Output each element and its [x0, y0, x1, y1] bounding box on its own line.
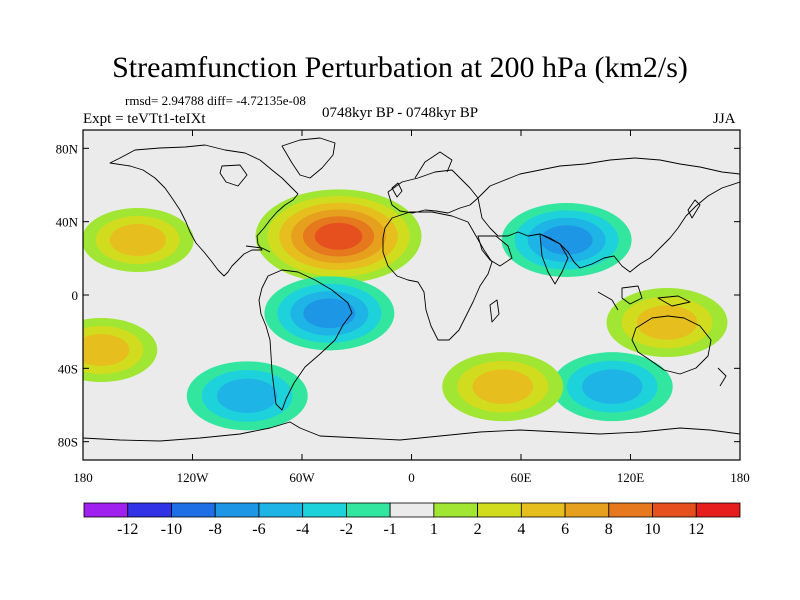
y-tick-label: 80N — [56, 141, 79, 156]
colorbar-swatch — [477, 502, 522, 518]
coast-india — [539, 233, 569, 285]
coast-africa — [382, 211, 493, 341]
experiment-label: Expt = teVTt1-teIXt — [83, 111, 206, 127]
colorbar-swatch — [389, 502, 435, 518]
coast-madagascar — [489, 299, 500, 323]
coast-antarctica — [83, 421, 740, 442]
y-tick-label: 80S — [58, 435, 78, 450]
colorbar-swatch — [608, 502, 653, 518]
colorbar-label: 2 — [474, 521, 482, 538]
coast-south-america — [258, 269, 353, 411]
field-band — [87, 342, 116, 358]
coast-north-america — [109, 144, 299, 277]
field-band — [487, 378, 518, 396]
coast-arabia — [477, 235, 513, 267]
colorbar-swatch — [171, 502, 216, 518]
coast-new-zealand — [717, 367, 727, 387]
y-tick-label: 40S — [58, 361, 78, 376]
field-band — [553, 232, 580, 248]
coast-japan — [687, 199, 701, 219]
coast-new-guinea — [657, 295, 691, 307]
field-band — [651, 313, 683, 332]
colorbar-label: -6 — [252, 521, 265, 538]
colorbar-label: -4 — [296, 521, 309, 538]
colorbar-swatch — [652, 502, 697, 518]
coast-australia — [631, 315, 712, 375]
y-tick-label: 40N — [56, 215, 79, 230]
x-tick-label: 120E — [617, 470, 645, 485]
field-feature-7 — [83, 208, 194, 272]
coast-asia — [477, 157, 740, 273]
field-feature-1 — [501, 203, 632, 277]
colorbar-swatch — [564, 502, 610, 518]
colorbar-swatch — [302, 502, 347, 518]
season-label: JJA — [713, 111, 736, 127]
coast-caribbean — [245, 245, 271, 253]
x-tick-label: 60E — [511, 470, 532, 485]
coast-sumatra — [597, 291, 619, 311]
x-tick-label: 0 — [408, 470, 415, 485]
plot-title: Streamfunction Perturbation at 200 hPa (… — [112, 51, 688, 84]
field-feature-5 — [606, 288, 728, 357]
colorbar-swatch — [214, 502, 260, 518]
colorbar-swatch — [258, 502, 304, 518]
stats-text: rmsd= 2.94788 diff= -4.72135e-08 — [125, 93, 306, 108]
field-feature-6 — [83, 318, 158, 382]
field-feature-3 — [186, 361, 308, 431]
colorbar-label: 10 — [645, 521, 661, 538]
colorbar-swatch — [433, 502, 479, 518]
colorbar: -12 -10 -8 -6 -4 -2 -1 1 2 4 6 8 10 12 — [83, 502, 741, 538]
colorbar-label: -12 — [117, 521, 138, 538]
colorbar-label: -2 — [340, 521, 353, 538]
colorbar-swatch — [83, 502, 129, 518]
colorbar-label: 12 — [688, 521, 704, 538]
colorbar-label: -1 — [383, 521, 396, 538]
coast-hudson-bay — [219, 164, 248, 187]
y-tick-label: 0 — [72, 288, 79, 303]
coast-borneo — [621, 285, 643, 305]
coastlines — [83, 137, 740, 442]
colorbar-label: 1 — [430, 521, 438, 538]
x-tick-label: 60W — [289, 470, 315, 485]
x-tick-label: 180 — [73, 470, 93, 485]
field-band — [326, 229, 351, 244]
field-feature-0 — [255, 189, 422, 284]
x-tick-label: 120W — [177, 470, 210, 485]
colorbar-label: 4 — [517, 521, 525, 538]
field-feature-8 — [442, 352, 564, 422]
coast-scandinavia — [414, 151, 453, 179]
field-feature-4 — [551, 352, 673, 422]
coast-britain — [391, 182, 403, 198]
period-label: 0748kyr BP - 0748kyr BP — [322, 105, 479, 121]
field-band — [316, 305, 343, 321]
colorbar-swatch — [695, 502, 741, 518]
field-band — [123, 232, 152, 248]
field-feature-2 — [264, 276, 395, 351]
colorbar-label: -10 — [161, 521, 182, 538]
colorbar-swatch — [127, 502, 172, 518]
field-band — [597, 378, 628, 396]
field-band — [232, 387, 263, 405]
x-tick-label: 180 — [730, 470, 750, 485]
colorbar-swatch — [345, 502, 391, 518]
colorbar-label: -8 — [209, 521, 222, 538]
colorbar-label: 8 — [605, 521, 613, 538]
colorbar-label: 6 — [561, 521, 569, 538]
coast-greenland — [281, 137, 336, 179]
colorbar-swatch — [520, 502, 566, 518]
